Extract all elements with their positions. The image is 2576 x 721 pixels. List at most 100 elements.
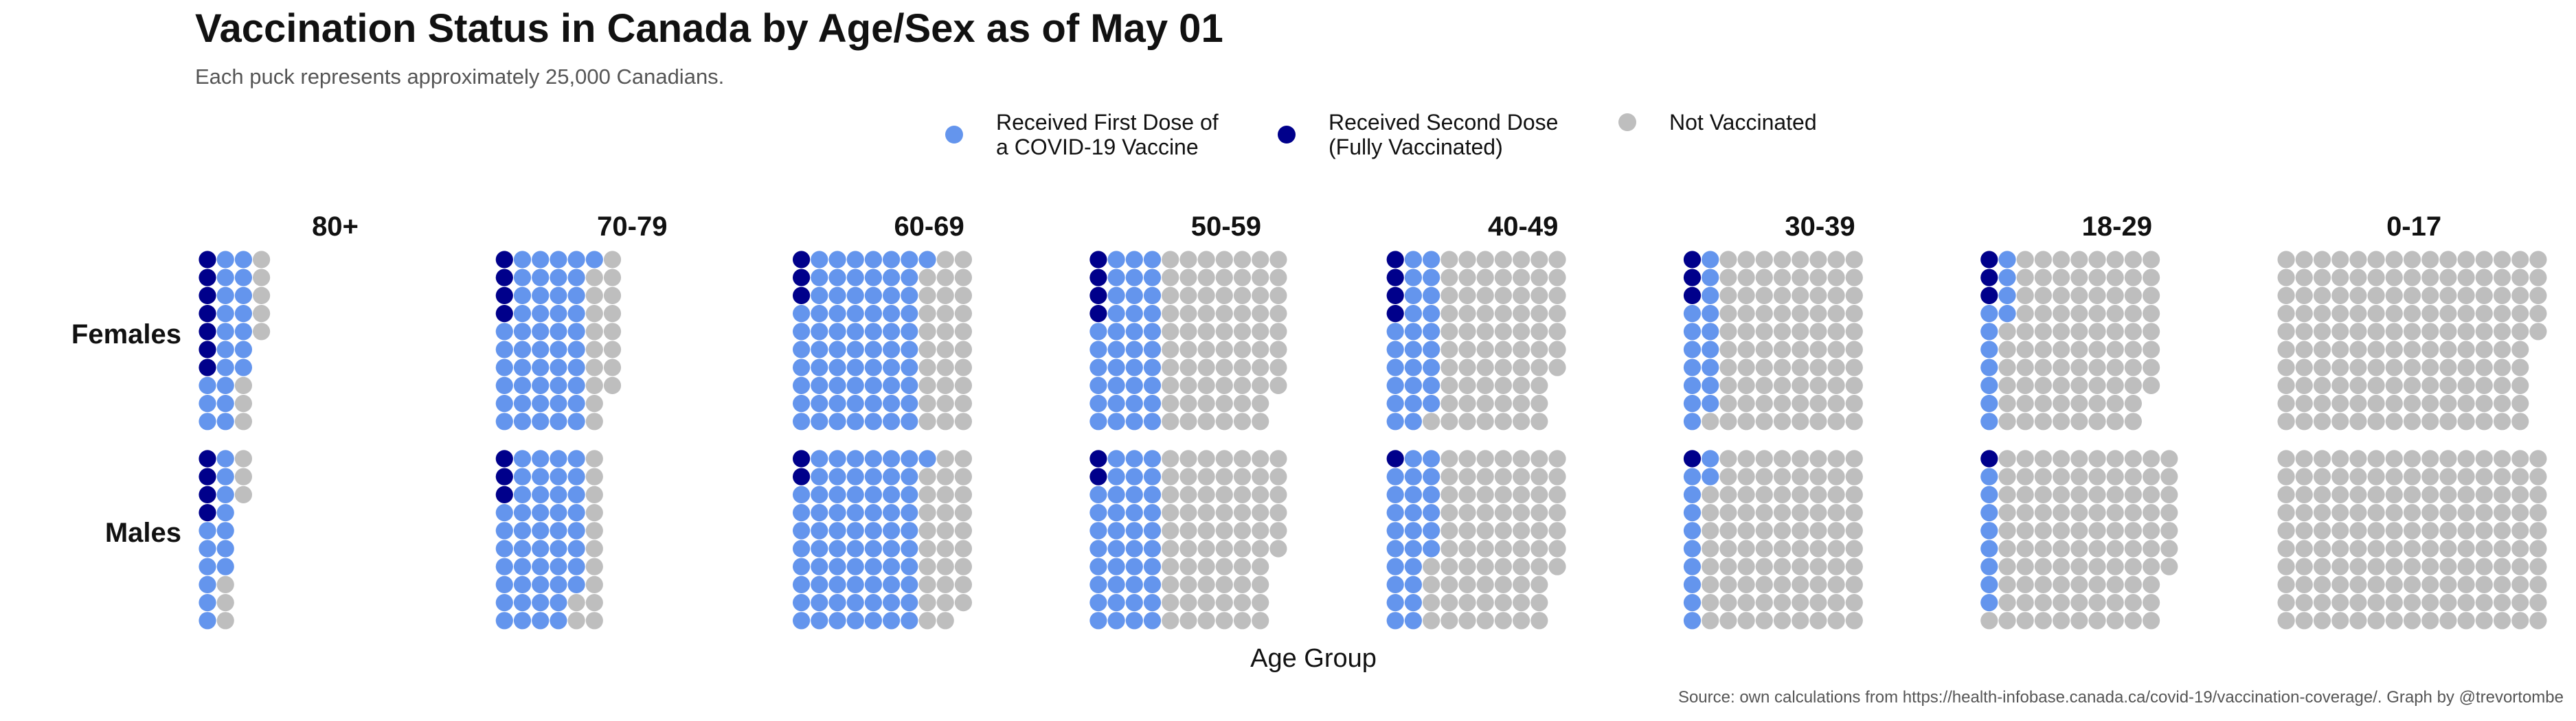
puck-first — [216, 558, 234, 575]
puck-none — [2106, 268, 2124, 286]
puck-none — [2385, 341, 2403, 358]
puck-none — [2439, 522, 2457, 540]
puck-none — [2277, 558, 2295, 575]
puck-none — [1476, 341, 1494, 358]
puck-none — [2070, 323, 2088, 341]
puck-none — [1773, 251, 1792, 268]
puck-none — [2493, 540, 2511, 558]
puck-none — [1548, 450, 1566, 468]
puck-first — [199, 376, 216, 395]
puck-none — [2106, 575, 2124, 594]
puck-first — [513, 341, 532, 358]
puck-first — [1423, 485, 1440, 504]
puck-none — [1755, 450, 1773, 468]
puck-first — [567, 251, 585, 268]
puck-first — [793, 376, 811, 395]
puck-first — [918, 450, 936, 468]
puck-first — [793, 540, 811, 558]
puck-none — [1233, 358, 1252, 376]
puck-first — [883, 395, 901, 413]
puck-none — [1755, 612, 1773, 630]
puck-none — [1197, 395, 1215, 413]
puck-none — [1458, 485, 1476, 504]
puck-first — [846, 341, 864, 358]
puck-none — [2385, 575, 2403, 594]
puck-none — [1513, 358, 1530, 376]
row-label-females: Females — [71, 319, 181, 350]
puck-none — [216, 594, 234, 612]
puck-none — [1737, 358, 1755, 376]
puck-first — [234, 358, 252, 376]
puck-none — [1530, 504, 1548, 522]
puck-none — [1530, 323, 1548, 341]
puck-first — [1980, 522, 1998, 540]
puck-none — [2493, 395, 2511, 413]
puck-none — [2088, 594, 2106, 612]
puck-none — [2367, 323, 2385, 341]
puck-none — [1548, 485, 1566, 504]
puck-first — [513, 594, 532, 612]
puck-none — [2457, 286, 2475, 304]
puck-second — [1980, 286, 1998, 304]
puck-none — [2124, 485, 2142, 504]
puck-first — [883, 468, 901, 485]
puck-none — [2457, 323, 2475, 341]
puck-first — [216, 485, 234, 504]
puck-none — [1179, 268, 1197, 286]
puck-second — [495, 251, 513, 268]
puck-none — [1827, 450, 1845, 468]
puck-first — [234, 341, 252, 358]
puck-first — [567, 540, 585, 558]
puck-none — [2529, 251, 2547, 268]
puck-first — [567, 468, 585, 485]
puck-first — [1683, 376, 1702, 395]
puck-none — [936, 286, 954, 304]
puck-none — [2313, 594, 2331, 612]
puck-none — [1737, 612, 1755, 630]
puck-none — [1530, 450, 1548, 468]
puck-first — [1702, 268, 1719, 286]
puck-none — [1179, 323, 1197, 341]
puck-none — [2511, 612, 2529, 630]
puck-none — [1197, 450, 1215, 468]
puck-none — [2034, 413, 2052, 431]
puck-none — [1269, 522, 1287, 540]
puck-none — [2511, 575, 2529, 594]
puck-none — [2385, 450, 2403, 468]
puck-none — [2493, 504, 2511, 522]
puck-first — [1683, 305, 1702, 323]
puck-none — [918, 612, 936, 630]
puck-none — [2053, 251, 2070, 268]
puck-first — [1386, 376, 1404, 395]
puck-first — [793, 323, 811, 341]
puck-none — [2403, 395, 2421, 413]
puck-none — [2349, 485, 2367, 504]
puck-first — [550, 558, 567, 575]
puck-none — [2421, 305, 2439, 323]
puck-none — [1252, 594, 1269, 612]
puck-none — [1998, 540, 2016, 558]
puck-none — [1269, 376, 1287, 395]
puck-none — [2349, 575, 2367, 594]
puck-none — [1702, 522, 1719, 540]
puck-none — [2160, 504, 2178, 522]
puck-none — [2088, 358, 2106, 376]
puck-none — [2421, 450, 2439, 468]
puck-first — [846, 485, 864, 504]
puck-first — [532, 323, 550, 341]
puck-none — [2143, 612, 2160, 630]
puck-none — [1755, 540, 1773, 558]
puck-second — [1386, 268, 1404, 286]
puck-second — [199, 323, 216, 341]
puck-none — [2016, 268, 2034, 286]
puck-none — [2313, 540, 2331, 558]
puck-first — [532, 612, 550, 630]
puck-none — [2034, 575, 2052, 594]
puck-first — [1125, 341, 1143, 358]
puck-first — [532, 575, 550, 594]
puck-none — [2457, 251, 2475, 268]
puck-none — [1809, 450, 1827, 468]
puck-none — [1737, 485, 1755, 504]
puck-first — [216, 358, 234, 376]
puck-none — [1233, 413, 1252, 431]
